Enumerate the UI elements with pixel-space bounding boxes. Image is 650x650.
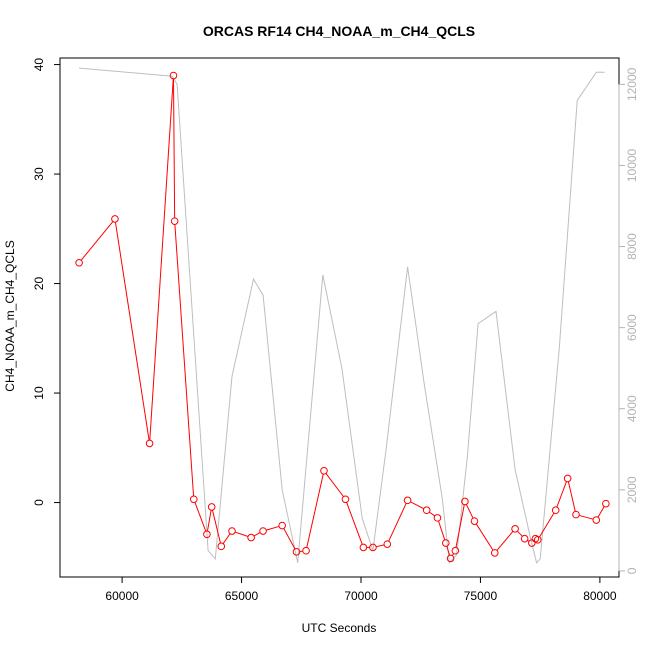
x-tick-label: 60000 (105, 589, 139, 603)
series-red-segment (567, 481, 576, 512)
series-red-point (592, 516, 601, 524)
series-red-point (403, 496, 412, 505)
chart-title: ORCAS RF14 CH4_NOAA_m_CH4_QCLS (203, 23, 475, 39)
series-red-point (461, 497, 469, 506)
y-tick-label: 30 (32, 167, 46, 181)
series-red-point (369, 543, 377, 552)
y-tick-label: 20 (32, 277, 46, 291)
series-red-segment (253, 532, 261, 537)
series-red-segment (455, 504, 465, 548)
y2-tick-label: 8000 (625, 233, 639, 260)
series-red-segment (517, 530, 523, 537)
series-red-line (75, 71, 610, 563)
series-red-point (383, 540, 392, 548)
y-tick-label: 10 (32, 386, 46, 400)
y2-axis-right: 0 2000 4000 6000 8000 10000 12000 (618, 67, 639, 574)
series-red-segment (114, 222, 150, 441)
series-red-point (217, 542, 226, 551)
series-red-point (259, 527, 267, 535)
y-tick-label: 40 (32, 58, 46, 72)
series-red-segment (222, 533, 231, 544)
series-red-point (359, 543, 368, 552)
series-red-point (602, 499, 610, 508)
y2-tick-label: 0 (625, 567, 639, 574)
series-red-segment (346, 502, 363, 545)
series-red-segment (597, 506, 605, 518)
series-red-segment (496, 531, 514, 551)
series-red-point (292, 548, 301, 556)
series-red-point (341, 495, 350, 504)
series-red-point (442, 539, 450, 547)
series-red-point (572, 510, 580, 519)
series-red-segment (80, 221, 114, 261)
series-red-point (111, 215, 119, 223)
y2-tick-label: 10000 (625, 148, 639, 182)
x-axis-label: UTC Seconds (302, 621, 377, 635)
series-red-segment (579, 514, 594, 520)
x-tick-label: 80000 (583, 589, 617, 603)
series-red-point (75, 258, 83, 267)
series-red-segment (475, 523, 494, 551)
series-red-point (520, 534, 529, 543)
series-red-segment (556, 481, 567, 508)
series-red-segment (376, 544, 385, 548)
series-red-point (320, 466, 328, 475)
series-red-segment (388, 503, 407, 542)
series-red-segment (465, 504, 474, 519)
y2-tick-label: 4000 (625, 395, 639, 422)
series-red-segment (539, 512, 555, 538)
series-red-point (228, 527, 236, 535)
x-axis: 60000 65000 70000 75000 80000 (105, 576, 617, 603)
series-red-segment (325, 473, 344, 497)
series-red-point (170, 217, 179, 225)
series-red-segment (211, 510, 221, 544)
series-red-point (490, 549, 499, 557)
series-red-point (207, 503, 216, 511)
series-red-point (169, 71, 178, 80)
y2-tick-label: 6000 (625, 314, 639, 341)
series-red-point (433, 514, 442, 522)
series-red-segment (306, 473, 324, 548)
series-red-segment (266, 525, 280, 531)
series-gray-line (79, 67, 605, 564)
series-red-point (563, 474, 572, 483)
series-red-segment (429, 511, 436, 517)
y2-tick-label: 2000 (625, 476, 639, 503)
series-red-segment (438, 520, 446, 541)
y-axis-label: CH4_NOAA_m_CH4_QCLS (3, 240, 17, 391)
series-red-point (278, 521, 286, 530)
series-red-point (189, 495, 198, 504)
x-tick-label: 65000 (225, 589, 259, 603)
series-red-point (145, 439, 154, 448)
y-tick-label: 0 (32, 499, 46, 506)
series-red-point (470, 517, 479, 525)
series-red-segment (234, 531, 249, 537)
series-red-segment (194, 502, 207, 532)
x-tick-label: 75000 (464, 589, 498, 603)
plot-frame (59, 57, 620, 578)
series-red-point (451, 546, 460, 555)
y-axis: 0 10 20 30 40 (32, 58, 61, 506)
series-red-segment (149, 78, 174, 441)
series-red-point (422, 506, 431, 515)
y2-tick-label: 12000 (625, 67, 639, 101)
series-red-segment (206, 510, 212, 532)
series-red-segment (283, 528, 296, 550)
series-red-segment (446, 546, 451, 556)
series-gray-polyline (79, 67, 605, 564)
series-red-point (551, 506, 560, 515)
series-red-point (302, 546, 310, 555)
series-red-segment (172, 78, 176, 218)
series-red-point (511, 525, 519, 533)
x-tick-label: 70000 (344, 589, 378, 603)
series-red-point (533, 535, 542, 544)
series-red-point (247, 533, 255, 542)
series-red-segment (410, 501, 424, 510)
series-red-point (203, 530, 211, 539)
series-red-point (446, 554, 455, 563)
series-red-segment (174, 224, 195, 497)
